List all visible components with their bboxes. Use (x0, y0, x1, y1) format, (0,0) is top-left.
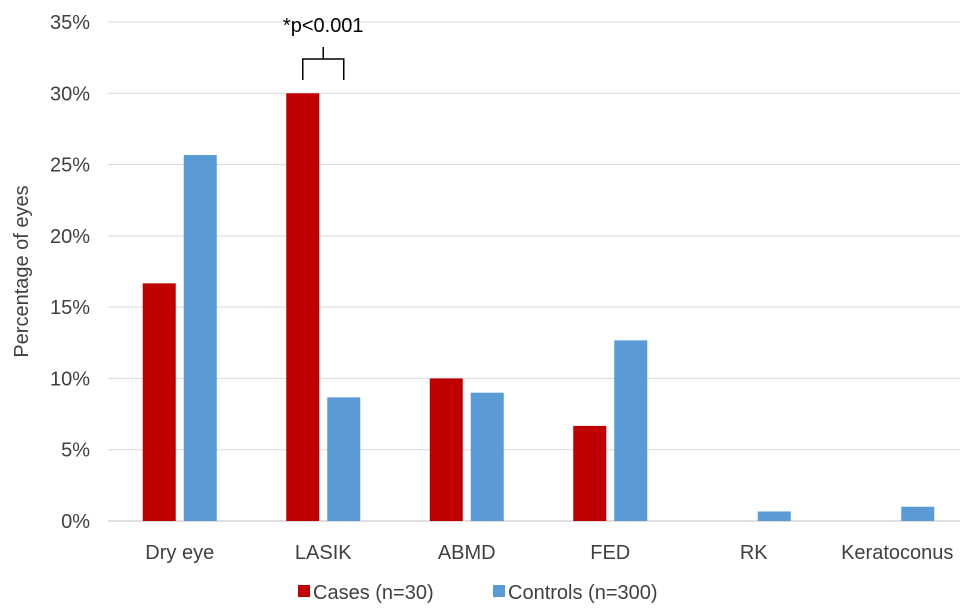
x-tick-label: RK (740, 542, 768, 564)
x-tick-label: ABMD (438, 542, 496, 564)
x-tick-label: Dry eye (145, 542, 214, 564)
significance-bracket (302, 47, 345, 80)
y-tick-label: 25% (50, 155, 90, 177)
y-axis-label: Percentage of eyes (11, 185, 33, 357)
x-tick-label: FED (590, 542, 630, 564)
bar-cases (286, 93, 320, 522)
y-tick-label: 20% (50, 226, 90, 248)
y-tick-label: 30% (50, 83, 90, 105)
legend-swatch (298, 585, 310, 597)
bars (142, 93, 935, 522)
y-axis-ticks: 0% 5% 10% 15% 20% 25% 30% 35% (50, 12, 90, 533)
legend: Cases (n=30) Controls (n=300) (298, 582, 658, 604)
significance-annotation: *p<0.001 (283, 15, 364, 80)
x-axis-ticks: Dry eye LASIK ABMD FED RK Keratoconus (145, 542, 953, 564)
bar-controls (757, 511, 791, 521)
y-tick-label: 35% (50, 12, 90, 34)
bar-controls (327, 397, 361, 521)
legend-swatch (493, 585, 505, 597)
bar-cases (429, 378, 463, 521)
x-tick-label: Keratoconus (841, 542, 953, 564)
x-tick-label: LASIK (295, 542, 352, 564)
y-tick-label: 10% (50, 368, 90, 390)
significance-label: *p<0.001 (283, 15, 364, 37)
bar-controls (470, 392, 504, 521)
bar-controls (183, 155, 217, 521)
legend-label: Controls (n=300) (508, 582, 658, 604)
bar-cases (142, 283, 176, 521)
y-tick-label: 15% (50, 297, 90, 319)
legend-label: Cases (n=30) (313, 582, 434, 604)
bar-controls (614, 340, 648, 521)
y-tick-label: 0% (61, 511, 90, 533)
y-tick-label: 5% (61, 440, 90, 462)
gridlines (108, 21, 960, 451)
bar-cases (573, 425, 607, 521)
bar-controls (901, 506, 935, 521)
